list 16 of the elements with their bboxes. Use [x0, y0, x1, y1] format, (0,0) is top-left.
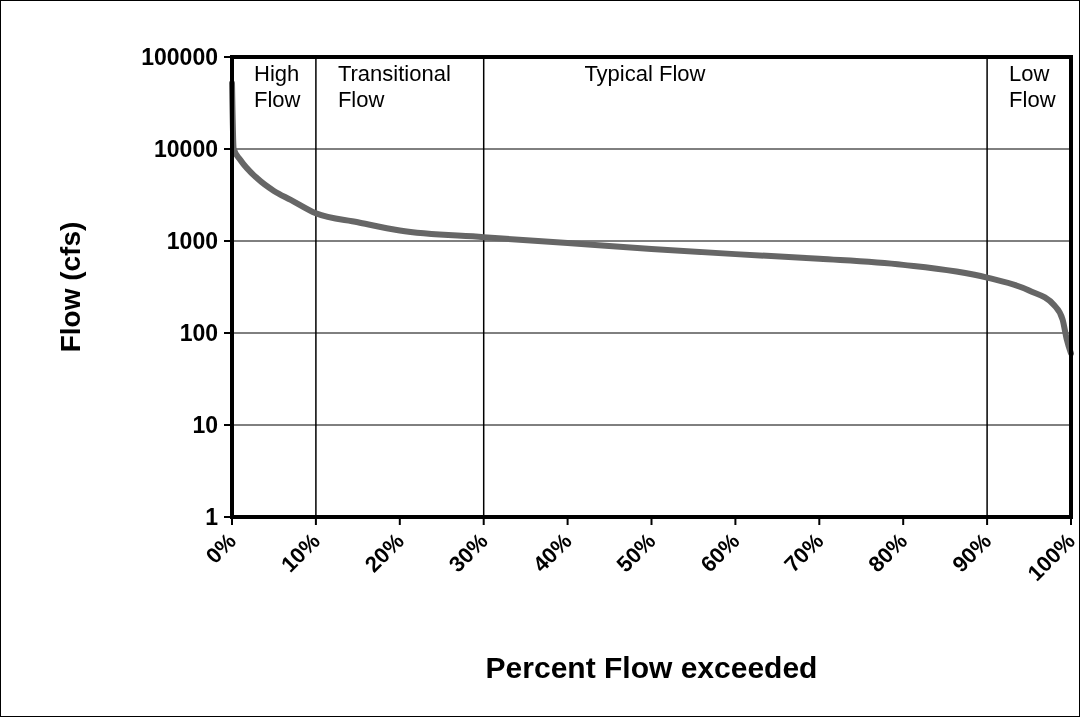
annotation: High Flow: [254, 60, 301, 112]
y-tick-label: 10: [192, 412, 218, 439]
y-tick-label: 10000: [154, 136, 218, 163]
annotation: Transitional Flow: [337, 60, 451, 112]
x-axis-title: Percent Flow exceeded: [485, 651, 818, 684]
annotation: Typical Flow: [584, 60, 706, 86]
x-tick-label: 60%: [695, 528, 745, 578]
annotation: Low Flow: [1009, 60, 1056, 112]
x-tick-label: 70%: [779, 528, 829, 578]
y-axis-title: Flow (cfs): [55, 221, 86, 353]
y-tick-label: 1000: [166, 228, 218, 255]
x-tick-label: 40%: [527, 528, 577, 578]
y-tick-label: 100000: [141, 44, 218, 71]
x-tick-label: 0%: [200, 528, 241, 569]
y-tick-label: 1: [205, 504, 219, 531]
y-tick-label: 100: [179, 320, 218, 347]
